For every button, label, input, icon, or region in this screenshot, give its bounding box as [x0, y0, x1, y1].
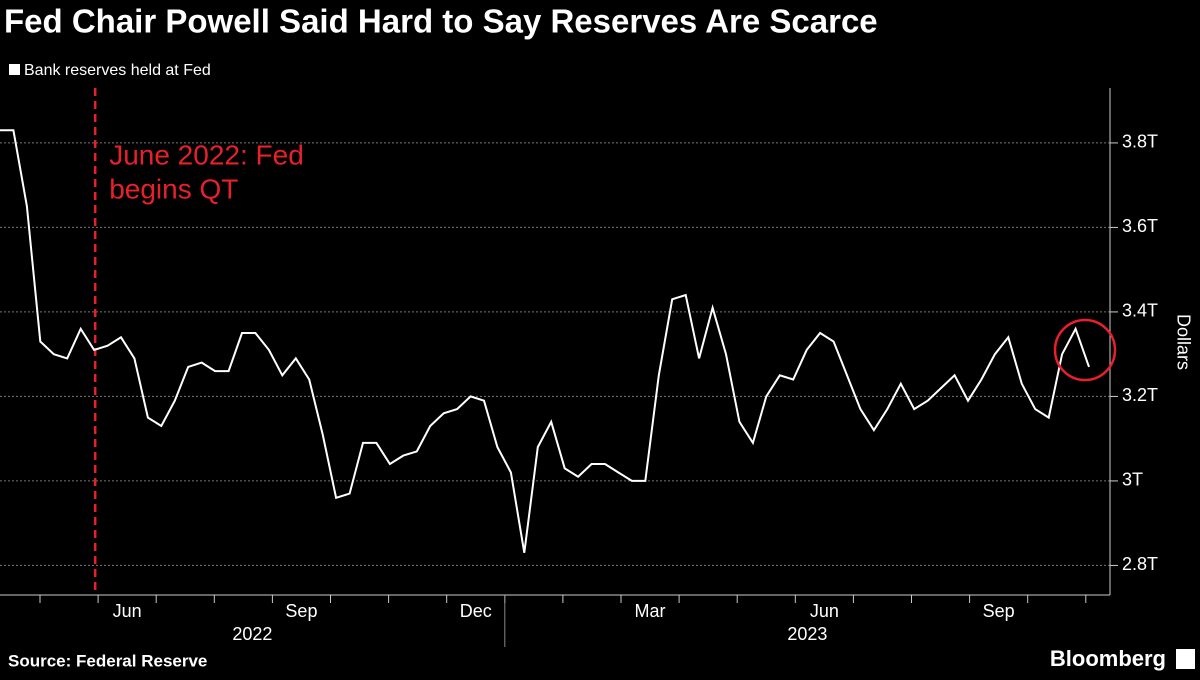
year-label: 2022	[232, 624, 272, 644]
series-line	[0, 129, 1090, 553]
source: Source: Federal Reserve	[8, 651, 207, 670]
x-tick-label: Dec	[460, 601, 492, 621]
y-axis-label: Dollars	[1173, 314, 1193, 370]
legend-label: Bank reserves held at Fed	[24, 62, 211, 79]
x-tick-label: Sep	[285, 601, 317, 621]
y-tick-label: 2.8T	[1122, 554, 1158, 574]
x-tick-label: Jun	[113, 601, 142, 621]
highlight-circle	[1053, 318, 1117, 382]
y-tick-label: 3.2T	[1122, 385, 1158, 405]
y-tick-label: 3T	[1122, 470, 1143, 490]
y-tick-label: 3.6T	[1122, 216, 1158, 236]
annotation-text: June 2022: Fed	[109, 139, 304, 170]
x-tick-label: Jun	[810, 601, 839, 621]
y-tick-label: 3.4T	[1122, 301, 1158, 321]
annotation-text: begins QT	[109, 173, 238, 204]
x-tick-label: Sep	[983, 601, 1015, 621]
y-tick-label: 3.8T	[1122, 132, 1158, 152]
chart-title: Fed Chair Powell Said Hard to Say Reserv…	[4, 3, 878, 40]
brand-icon	[1176, 649, 1195, 669]
legend-swatch	[9, 64, 20, 75]
year-label: 2023	[787, 624, 827, 644]
x-tick-label: Mar	[635, 601, 666, 621]
brand: Bloomberg	[1050, 646, 1166, 671]
